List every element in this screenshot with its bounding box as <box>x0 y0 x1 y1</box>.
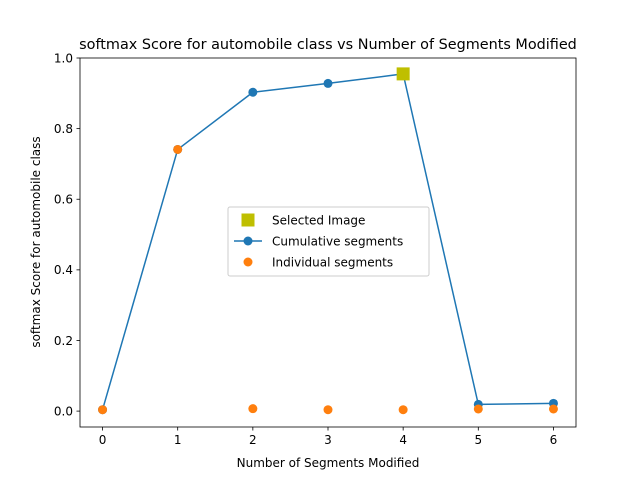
y-tick-label: 1.0 <box>54 51 73 65</box>
y-tick-label: 0.8 <box>54 122 73 136</box>
individual-segments-point <box>398 405 408 415</box>
x-tick-label: 2 <box>249 433 257 447</box>
legend-marker-cumulative-segments <box>243 236 253 246</box>
cumulative-segments-point <box>323 78 333 88</box>
x-tick-label: 1 <box>174 433 182 447</box>
individual-segments-point <box>248 404 258 414</box>
y-tick-label: 0.0 <box>54 404 73 418</box>
y-tick-label: 0.6 <box>54 193 73 207</box>
individual-segments-point <box>548 404 558 414</box>
legend-label-individual-segments: Individual segments <box>272 255 393 269</box>
individual-segments-point <box>323 405 333 415</box>
individual-segments-point <box>173 144 183 154</box>
legend-label-selected-image: Selected Image <box>272 213 365 227</box>
legend-label-cumulative-segments: Cumulative segments <box>272 234 403 248</box>
individual-segments-point <box>473 404 483 414</box>
y-tick-label: 0.4 <box>54 263 73 277</box>
legend: Selected Image Cumulative segments Individ… <box>227 206 430 277</box>
legend-box <box>227 206 430 277</box>
x-axis-label: Number of Segments Modified <box>237 456 420 470</box>
x-tick-label: 4 <box>399 433 407 447</box>
x-tick-label: 5 <box>474 433 482 447</box>
individual-segments-point <box>98 405 108 415</box>
y-axis-label: softmax Score for automobile class <box>29 136 43 347</box>
chart-title: softmax Score for automobile class vs Nu… <box>79 37 577 53</box>
legend-marker-individual-segments <box>243 257 253 267</box>
y-tick-label: 0.2 <box>54 334 73 348</box>
plot-area: 0 1 2 3 4 5 6 0.0 0.2 0.4 0.6 0.8 1.0 <box>54 51 577 447</box>
cumulative-segments-point <box>248 87 258 97</box>
x-tick-label: 3 <box>324 433 332 447</box>
x-tick-label: 6 <box>550 433 558 447</box>
legend-marker-selected-image <box>241 213 255 227</box>
x-tick-label: 0 <box>99 433 107 447</box>
selected-image-marker <box>396 67 410 81</box>
